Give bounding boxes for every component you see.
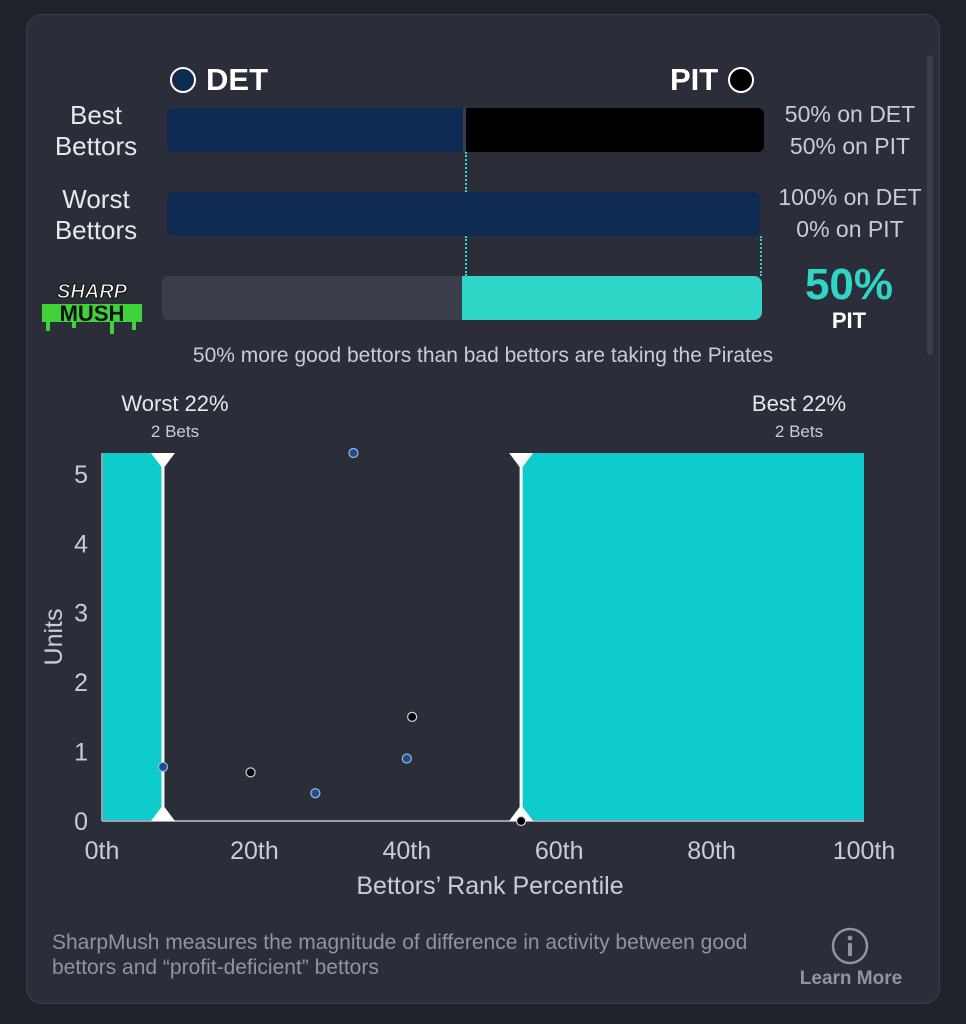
worst-stat-pit: 0% on PIT bbox=[796, 216, 904, 242]
y-tick-label: 3 bbox=[74, 600, 88, 628]
x-tick-label: 20th bbox=[230, 837, 279, 865]
worst-split-connector bbox=[760, 236, 762, 276]
midpoint-connector bbox=[465, 236, 467, 276]
team-left-code: DET bbox=[206, 62, 268, 97]
data-point-pit bbox=[407, 711, 418, 722]
learn-more-link[interactable]: Learn More bbox=[799, 968, 903, 989]
team-left: DET bbox=[170, 62, 268, 98]
x-axis-label: Bettors’ Rank Percentile bbox=[356, 872, 623, 900]
boundary-marker-top-0 bbox=[150, 453, 175, 469]
worst-label-line2: Bettors bbox=[54, 215, 138, 245]
region-sublabel-best: 2 Bets bbox=[775, 422, 823, 441]
data-point-det bbox=[310, 788, 321, 799]
x-tick-label: 60th bbox=[535, 837, 584, 865]
team-right: PIT bbox=[670, 62, 755, 98]
data-point-det bbox=[348, 447, 359, 459]
best-bettors-label: Best Bettors bbox=[40, 100, 152, 162]
boundary-marker-bottom-0 bbox=[150, 805, 175, 821]
y-tick-label: 5 bbox=[74, 461, 88, 489]
x-tick-label: 0th bbox=[85, 837, 120, 865]
worst-bettors-det-bar bbox=[167, 192, 760, 236]
data-point-pit bbox=[515, 815, 527, 827]
data-point-det bbox=[401, 753, 412, 764]
region-best bbox=[521, 453, 864, 821]
scrollbar[interactable] bbox=[927, 55, 933, 355]
team-right-dot-icon bbox=[728, 67, 755, 93]
y-tick-label: 4 bbox=[74, 530, 88, 558]
best-bettors-pit-bar bbox=[466, 108, 764, 152]
region-sublabel-worst: 2 Bets bbox=[151, 422, 199, 441]
x-tick-label: 80th bbox=[687, 837, 736, 865]
x-tick-label: 100th bbox=[833, 837, 896, 865]
worst-bettors-stats: 100% on DET 0% on PIT bbox=[765, 181, 935, 245]
bettor-rank-chart: 0 1 2 3 4 5 0th 20th 40th 60th 80th 100th Worst 22% 2… bbox=[40, 391, 896, 900]
best-stat-pit: 50% on PIT bbox=[789, 133, 911, 159]
info-icon[interactable] bbox=[830, 926, 870, 966]
y-tick-label: 0 bbox=[74, 808, 88, 836]
logo-text-mush: MUSH bbox=[60, 301, 125, 326]
sharpmush-logo: SHARP MUSH bbox=[42, 281, 142, 334]
y-axis-label: Units bbox=[40, 609, 68, 666]
best-split-connector bbox=[465, 152, 467, 192]
y-tick-label: 2 bbox=[74, 669, 88, 697]
boundary-marker-top-1 bbox=[509, 453, 534, 469]
boundary-marker-bottom-1 bbox=[509, 805, 534, 821]
best-label-line2: Bettors bbox=[54, 131, 138, 161]
worst-label-line1: Worst bbox=[62, 184, 130, 214]
sharpmush-percentage: 50% bbox=[804, 260, 894, 309]
data-point-det bbox=[157, 761, 169, 772]
team-right-code: PIT bbox=[670, 62, 719, 97]
region-label-best: Best 22% bbox=[752, 391, 846, 416]
region-label-worst: Worst 22% bbox=[121, 391, 228, 416]
logo-drip bbox=[42, 304, 142, 334]
best-stat-det: 50% on DET bbox=[784, 101, 916, 127]
worst-bettors-label: Worst Bettors bbox=[40, 184, 152, 246]
best-bettors-stats: 50% on DET 50% on PIT bbox=[765, 98, 935, 162]
x-tick-label: 40th bbox=[382, 837, 431, 865]
sharpmush-team: PIT bbox=[831, 308, 867, 333]
region-worst bbox=[102, 453, 163, 821]
logo-text-sharp: SHARP bbox=[57, 281, 128, 303]
sharpmush-pit-fill bbox=[462, 276, 762, 320]
best-bettors-det-bar bbox=[167, 108, 466, 152]
best-label-line1: Best bbox=[69, 100, 123, 130]
data-point-pit bbox=[245, 767, 256, 778]
team-left-dot-icon bbox=[170, 67, 196, 93]
y-tick-label: 1 bbox=[74, 739, 88, 767]
summary-text: 50% more good bettors than bad bettors a… bbox=[192, 344, 774, 367]
footer-description: SharpMush measures the magnitude of diff… bbox=[52, 931, 748, 979]
worst-stat-det: 100% on DET bbox=[778, 184, 922, 210]
